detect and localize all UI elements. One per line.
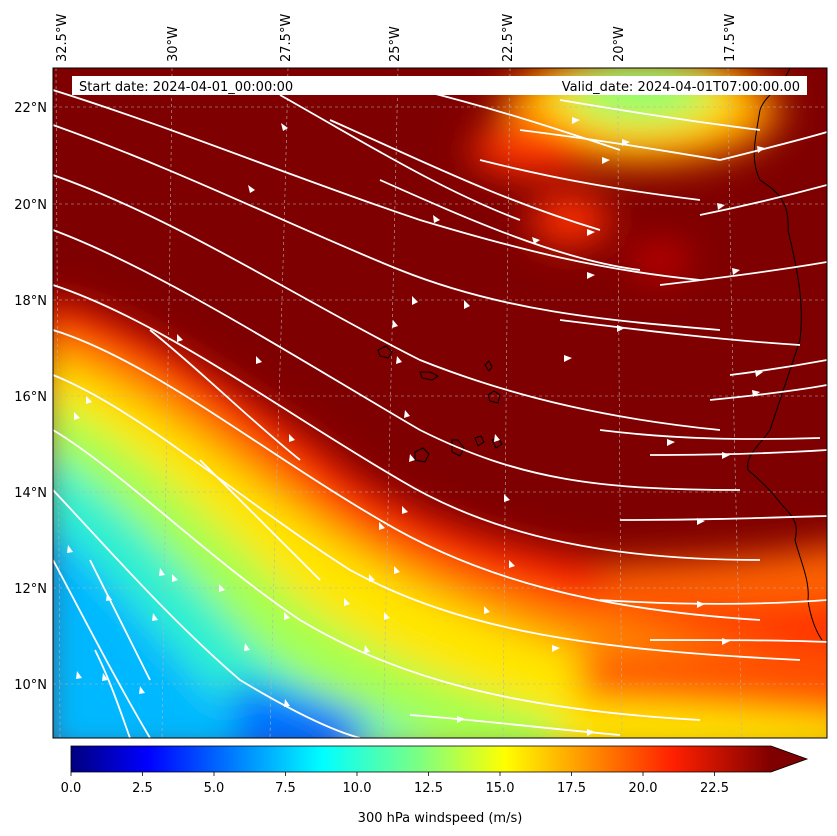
lon-label: 22.5°W bbox=[501, 14, 516, 62]
lat-label: 12°N bbox=[14, 582, 47, 597]
start-date-label: Start date: 2024-04-01_00:00:00 bbox=[79, 80, 293, 95]
colorbar-tick-label: 22.5 bbox=[700, 781, 729, 796]
streamlines bbox=[53, 89, 827, 738]
lat-label: 14°N bbox=[14, 486, 47, 501]
colorbar-tick-label: 2.5 bbox=[132, 781, 153, 796]
lon-label: 17.5°W bbox=[723, 14, 738, 62]
colorbar-tick-label: 5.0 bbox=[204, 781, 225, 796]
lat-label: 22°N bbox=[14, 101, 47, 116]
streamline-arrows bbox=[67, 117, 765, 736]
colorbar: 0.0 2.5 5.0 7.5 10.0 12.5 15.0 17.5 20.0… bbox=[61, 745, 809, 826]
colorbar-tick-label: 10.0 bbox=[343, 781, 372, 796]
lon-label: 30°W bbox=[166, 26, 181, 62]
colorbar-gradient bbox=[71, 746, 771, 772]
longitude-labels: 32.5°W 30°W 27.5°W 25°W 22.5°W 20°W 17.5… bbox=[55, 14, 738, 62]
colorbar-tick-label: 20.0 bbox=[629, 781, 658, 796]
lat-label: 16°N bbox=[14, 390, 47, 405]
date-info-bar: Start date: 2024-04-01_00:00:00 Valid_da… bbox=[72, 76, 807, 95]
lat-label: 18°N bbox=[14, 294, 47, 309]
lon-label: 27.5°W bbox=[279, 14, 294, 62]
colorbar-tick-label: 0.0 bbox=[61, 781, 82, 796]
latitude-labels: 22°N 20°N 18°N 16°N 14°N 12°N 10°N bbox=[14, 101, 47, 693]
colorbar-tick-labels: 0.0 2.5 5.0 7.5 10.0 12.5 15.0 17.5 20.0… bbox=[61, 781, 729, 796]
lon-label: 20°W bbox=[612, 26, 627, 62]
coastlines bbox=[377, 68, 823, 641]
lon-label: 25°W bbox=[388, 26, 403, 62]
colorbar-tick-label: 15.0 bbox=[486, 781, 515, 796]
colorbar-extend-arrow bbox=[771, 746, 807, 772]
map-frame bbox=[52, 67, 828, 739]
cape-verde-islands bbox=[377, 345, 503, 463]
africa-coastline bbox=[747, 68, 823, 641]
valid-date-label: Valid_date: 2024-04-01T07:00:00.00 bbox=[562, 80, 800, 95]
lat-label: 10°N bbox=[14, 678, 47, 693]
lon-label: 32.5°W bbox=[55, 14, 70, 62]
colorbar-tick-label: 12.5 bbox=[414, 781, 443, 796]
colorbar-label: 300 hPa windspeed (m/s) bbox=[358, 811, 523, 826]
lat-label: 20°N bbox=[14, 198, 47, 213]
map-gridlines bbox=[53, 68, 827, 738]
colorbar-tick-label: 7.5 bbox=[275, 781, 296, 796]
colorbar-tick-label: 17.5 bbox=[557, 781, 586, 796]
colorbar-ticks bbox=[70, 772, 715, 776]
